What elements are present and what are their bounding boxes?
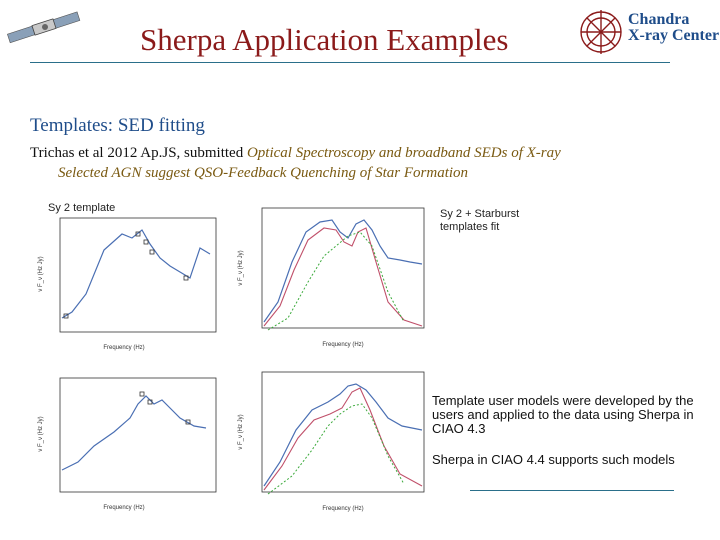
- y-axis-label: ν F_ν (Hz Jy): [238, 414, 244, 449]
- section-subtitle: Templates: SED fitting: [30, 115, 205, 136]
- satellite-icon: [7, 11, 81, 44]
- sy2-starburst-label: Sy 2 + Starburst templates fit: [440, 208, 520, 233]
- x-axis-label: Frequency (Hz): [103, 505, 144, 511]
- page-title: Sherpa Application Examples: [140, 22, 509, 57]
- sy2-template-label: Sy 2 template: [48, 202, 116, 214]
- citation-prefix: Trichas et al 2012 Ap.JS, submitted: [30, 145, 244, 161]
- citation-title-1: Optical Spectroscopy and broadband SEDs …: [246, 145, 561, 161]
- sed-plot-top-right: Frequency (Hz) ν F_ν (Hz Jy): [228, 202, 430, 354]
- y-axis-label: ν F_ν (Hz Jy): [38, 256, 44, 291]
- x-axis-label: Frequency (Hz): [103, 345, 144, 351]
- sed-plot-bottom-right: Frequency (Hz) ν F_ν (Hz Jy): [228, 366, 430, 518]
- chandra-logo-text: Chandra X-ray Center: [628, 12, 719, 44]
- logo-line-1: Chandra: [628, 11, 690, 28]
- footer-divider: [470, 490, 674, 491]
- y-axis-label: ν F_ν (Hz Jy): [38, 416, 44, 451]
- sed-plot-bottom-left: Frequency (Hz) ν F_ν (Hz Jy): [34, 374, 222, 516]
- y-axis-label: ν F_ν (Hz Jy): [238, 250, 244, 285]
- sed-plot-top-left: Frequency (Hz) ν F_ν (Hz Jy): [34, 214, 222, 356]
- citation: Trichas et al 2012 Ap.JS, submitted Opti…: [30, 143, 690, 183]
- note-template-models: Template user models were developed by t…: [432, 393, 694, 436]
- chandra-logo-icon: [580, 10, 622, 54]
- title-divider: [30, 62, 670, 63]
- x-axis-label: Frequency (Hz): [322, 506, 363, 512]
- citation-title-2: Selected AGN suggest QSO-Feedback Quench…: [58, 165, 469, 181]
- x-axis-label: Frequency (Hz): [322, 342, 363, 348]
- note-ciao-support: Sherpa in CIAO 4.4 supports such models: [432, 452, 675, 467]
- logo-line-2: X-ray Center: [628, 27, 720, 44]
